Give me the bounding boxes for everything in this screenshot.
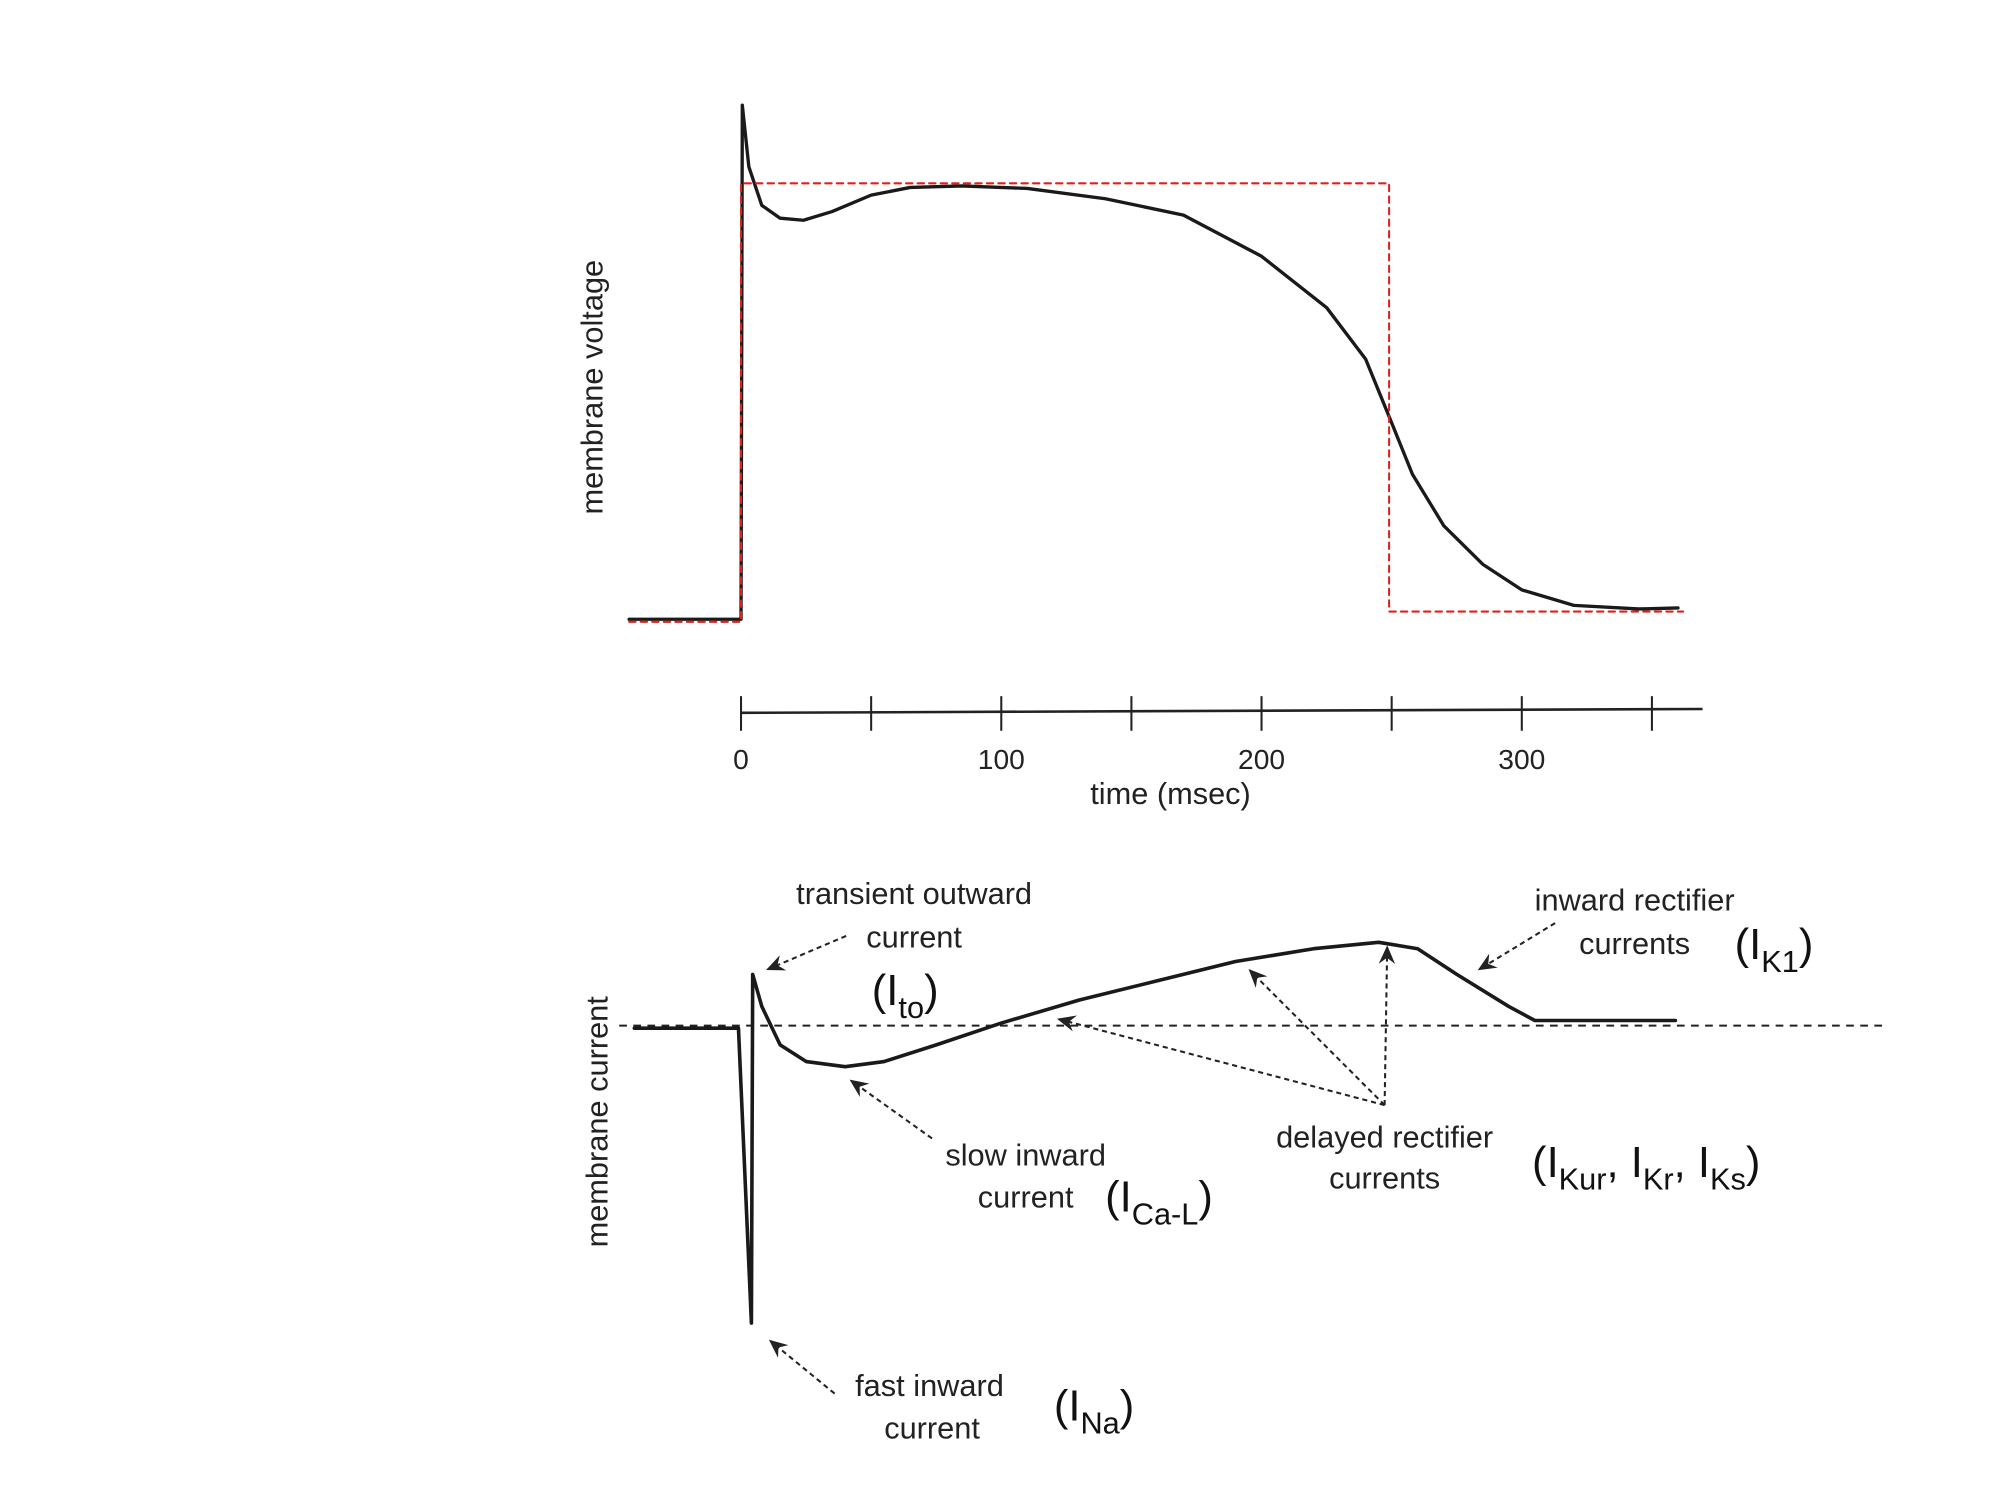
- label-ito-line2: current: [866, 919, 962, 954]
- time-axis-line: [741, 707, 1703, 715]
- arrow-ik-1: [1056, 1015, 1385, 1107]
- x-axis-label-time: time (msec): [1090, 776, 1251, 811]
- voltage-panel: membrane voltage 0 100 200 300 time (msec): [575, 103, 1703, 811]
- symbol-ical: (ICa-L): [1105, 1174, 1213, 1232]
- label-ik1-line1: inward rectifier: [1535, 882, 1735, 917]
- label-ina-line2: current: [884, 1410, 980, 1445]
- square-pulse-line: [628, 182, 1685, 623]
- symbol-ito: (Ito): [872, 967, 939, 1025]
- label-ik-line1: delayed rectifier: [1276, 1119, 1493, 1154]
- y-axis-label-voltage: membrane voltage: [575, 260, 610, 515]
- time-axis-tick-label: 200: [1238, 743, 1285, 775]
- arrow-ik-2: [1248, 969, 1386, 1106]
- voltage-plot-area: [627, 103, 1685, 623]
- label-ina-line1: fast inward: [855, 1368, 1004, 1403]
- time-axis-tick-label: 300: [1498, 743, 1545, 775]
- arrow-ina: [768, 1339, 836, 1395]
- label-ical-line1: slow inward: [945, 1137, 1106, 1172]
- time-axis-tick-label: 0: [733, 743, 749, 775]
- time-axis: 0 100 200 300: [733, 696, 1703, 775]
- arrow-ito: [766, 934, 847, 971]
- current-panel: membrane current transient outward curre…: [580, 876, 1888, 1445]
- arrow-ik1: [1477, 922, 1556, 971]
- y-axis-label-current: membrane current: [580, 996, 615, 1248]
- label-ito-line1: transient outward: [796, 876, 1032, 911]
- label-ik-line2: currents: [1329, 1160, 1440, 1195]
- annotation-arrows: [766, 922, 1556, 1395]
- label-ical-line2: current: [978, 1180, 1074, 1215]
- membrane-current-line: [632, 940, 1678, 1325]
- time-axis-tick-label: 100: [978, 743, 1025, 775]
- symbol-ik1: (IK1): [1735, 921, 1814, 979]
- arrow-ical: [849, 1079, 933, 1140]
- symbol-ina: (INa): [1054, 1383, 1134, 1441]
- symbol-ik: (IKur, IKr, IKs): [1532, 1139, 1760, 1197]
- current-plot-area: [632, 940, 1678, 1325]
- label-ik1-line2: currents: [1579, 926, 1690, 961]
- action-potential-line: [627, 103, 1680, 621]
